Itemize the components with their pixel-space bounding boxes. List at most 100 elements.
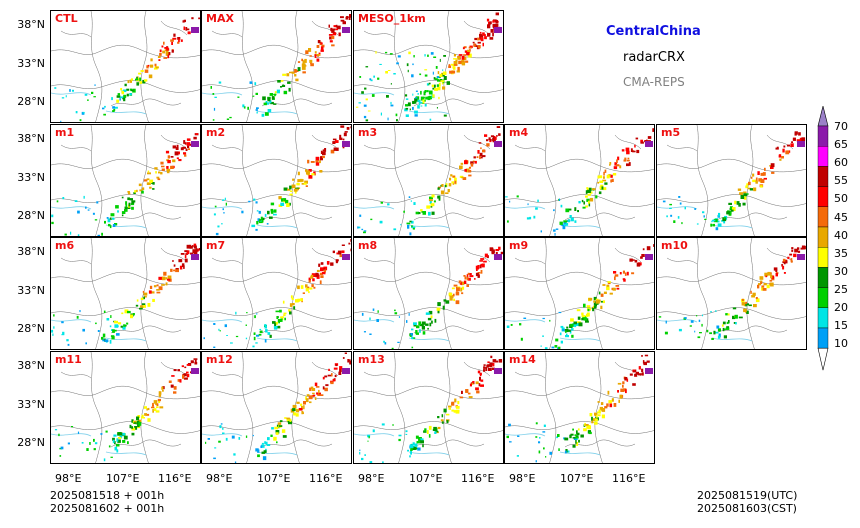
echo-cell xyxy=(612,287,616,291)
echo-cell xyxy=(728,320,730,324)
echo-cell xyxy=(752,292,756,296)
echo-cell xyxy=(103,310,106,313)
echo-cell xyxy=(319,280,322,285)
echo-cell xyxy=(764,272,769,277)
echo-cell xyxy=(487,361,490,364)
echo-cell xyxy=(178,38,180,43)
echo-cell xyxy=(338,371,342,375)
echo-cell xyxy=(480,156,483,159)
echo-cell xyxy=(264,324,267,326)
province-boundary xyxy=(202,158,351,173)
echo-cell xyxy=(380,112,382,116)
echo-cell xyxy=(711,220,713,223)
echo-cell xyxy=(103,458,106,462)
echo-cell xyxy=(330,27,333,32)
river-line xyxy=(105,337,147,342)
echo-cell xyxy=(507,220,509,223)
echo-cell xyxy=(317,392,321,396)
echo-cell xyxy=(473,156,476,159)
echo-cell xyxy=(405,98,409,100)
echo-cell xyxy=(176,157,179,160)
echo-cell xyxy=(484,36,487,40)
echo-cell xyxy=(694,330,696,333)
echo-cell xyxy=(187,31,191,35)
echo-cell xyxy=(54,429,58,431)
echo-cell xyxy=(425,323,429,326)
echo-cell xyxy=(117,210,119,213)
echo-cell xyxy=(616,287,620,290)
province-boundary xyxy=(564,439,636,448)
echo-cell xyxy=(328,368,330,371)
echo-cell xyxy=(176,144,179,148)
echo-cell xyxy=(296,401,300,404)
echo-cell xyxy=(313,171,316,174)
echo-cell xyxy=(595,299,598,304)
echo-cell xyxy=(173,269,175,272)
echo-cell xyxy=(783,272,786,274)
province-boundary xyxy=(354,194,503,207)
echo-cell xyxy=(643,361,647,366)
echo-cell xyxy=(483,369,486,372)
echo-cell xyxy=(414,110,418,114)
echo-cell xyxy=(488,137,491,141)
echo-cell xyxy=(125,204,128,208)
panel-label: MAX xyxy=(206,12,234,25)
echo-cell xyxy=(310,61,312,65)
echo-cell xyxy=(183,152,187,155)
init-time-cst: 2025081602 + 001h xyxy=(50,502,165,515)
province-boundary xyxy=(393,125,406,236)
colorbar-segment xyxy=(817,327,829,349)
river-line xyxy=(354,92,395,96)
province-boundary xyxy=(90,11,103,122)
echo-cell xyxy=(175,268,179,270)
map-panel-m8: m8 xyxy=(353,237,504,350)
echo-cell xyxy=(738,316,743,319)
province-boundary xyxy=(514,144,546,152)
echo-cell xyxy=(529,216,532,220)
echo-cell xyxy=(479,372,482,375)
echo-cell xyxy=(411,336,414,340)
echo-cell xyxy=(369,78,372,81)
echo-cell xyxy=(123,94,127,98)
echo-cell xyxy=(492,20,495,23)
echo-cell xyxy=(96,201,99,204)
echo-cell xyxy=(624,272,627,276)
echo-cell xyxy=(414,100,417,104)
echo-cell xyxy=(469,275,474,278)
echo-cell xyxy=(560,340,563,344)
echo-cell xyxy=(97,330,100,332)
source-title: CMA-REPS xyxy=(623,75,685,89)
echo-cell xyxy=(436,107,438,109)
echo-cell xyxy=(218,440,221,443)
echo-cell xyxy=(226,335,228,336)
lon-tick-116-col4: 116°E xyxy=(612,472,646,485)
echo-cell xyxy=(340,125,345,128)
echo-cell xyxy=(320,49,324,52)
echo-cell xyxy=(619,165,622,169)
echo-cell xyxy=(628,162,631,166)
echo-cell xyxy=(147,407,150,411)
lon-tick-116-col2: 116°E xyxy=(309,472,343,485)
echo-cell xyxy=(746,303,749,306)
echo-cell xyxy=(412,227,415,230)
echo-cell xyxy=(116,449,119,453)
echo-cell xyxy=(264,339,267,343)
echo-cell xyxy=(339,368,342,372)
echo-cell xyxy=(331,373,333,377)
echo-cell xyxy=(446,413,450,416)
echo-cell xyxy=(473,43,476,47)
echo-cell xyxy=(466,52,470,56)
echo-cell xyxy=(194,362,198,365)
echo-cell xyxy=(77,210,80,214)
echo-cell xyxy=(286,203,290,207)
echo-cell xyxy=(163,271,167,276)
echo-cell xyxy=(492,24,496,28)
echo-cell xyxy=(246,312,248,314)
echo-cell xyxy=(558,198,561,201)
echo-cell xyxy=(418,321,422,326)
echo-cell xyxy=(570,217,574,222)
echo-cell xyxy=(463,54,467,56)
echo-cell xyxy=(297,298,301,301)
echo-cell xyxy=(322,376,325,380)
echo-cell xyxy=(588,202,591,207)
